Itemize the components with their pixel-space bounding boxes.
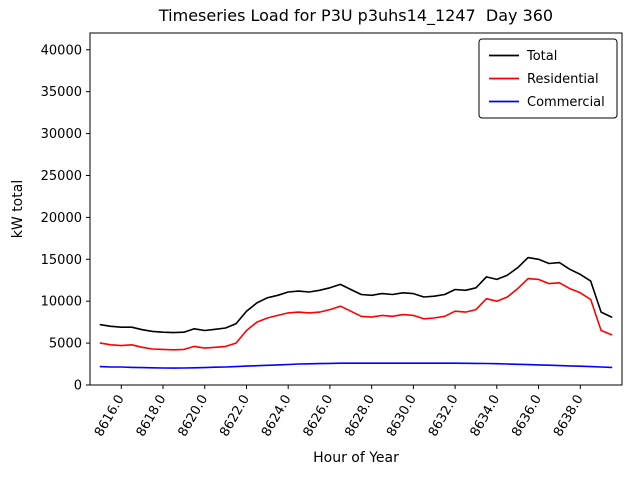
y-tick-label: 40000 <box>41 43 82 58</box>
y-tick-label: 30000 <box>41 127 82 142</box>
y-tick-label: 5000 <box>49 337 82 352</box>
series-line-residential <box>99 277 613 351</box>
y-tick-label: 20000 <box>41 211 82 226</box>
legend: Total Residential Commercial <box>478 38 618 119</box>
y-axis-label: kW total <box>10 180 26 238</box>
legend-label-commercial: Commercial <box>527 95 605 110</box>
x-axis-label: Hour of Year <box>313 450 399 466</box>
series-line-total <box>99 256 613 334</box>
y-tick-label: 35000 <box>41 85 82 100</box>
series-line-commercial <box>99 362 613 369</box>
y-tick-label: 25000 <box>41 169 82 184</box>
chart-title: Timeseries Load for P3U p3uhs14_1247 Day… <box>158 6 553 26</box>
legend-label-total: Total <box>526 49 557 64</box>
y-tick-label: 0 <box>74 379 82 394</box>
legend-box <box>478 38 618 119</box>
y-tick-label: 10000 <box>41 295 82 310</box>
legend-label-residential: Residential <box>527 72 599 87</box>
y-tick-label: 15000 <box>41 253 82 268</box>
